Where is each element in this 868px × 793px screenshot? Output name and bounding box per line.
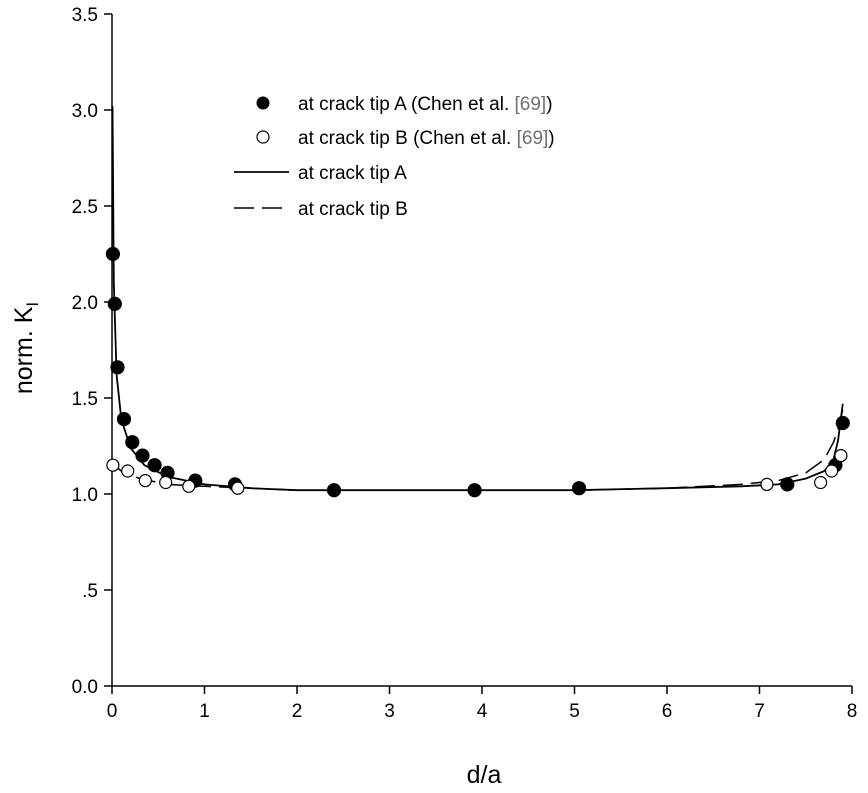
- data-point-tip-b: [231, 481, 245, 495]
- x-axis-ticks: 0 1 2 3 4 5 6 7 8: [107, 686, 858, 722]
- data-point-tip-a: [125, 435, 140, 450]
- series-line-tip-b: [111, 409, 844, 491]
- data-point-tip-a: [326, 483, 342, 498]
- data-point-tip-a: [135, 448, 150, 463]
- data-point-tip-b: [834, 449, 848, 463]
- data-point-tip-b: [182, 479, 196, 493]
- svg-text:at crack tip B (Chen et al. [6: at crack tip B (Chen et al. [69]): [298, 128, 555, 149]
- x-tick-label: 3: [384, 701, 395, 722]
- y-tick-label: 0.0: [72, 677, 98, 698]
- data-point-tip-a: [110, 360, 125, 375]
- legend-entry-tip-a-chen: at crack tip A (Chen et al. [69]): [256, 94, 553, 115]
- y-tick-label: 3.5: [72, 5, 98, 26]
- legend-entry-tip-b-line: at crack tip B: [234, 199, 408, 220]
- data-point-tip-a: [116, 412, 132, 427]
- data-point-tip-a: [147, 458, 162, 473]
- data-point-tip-b: [824, 464, 839, 478]
- data-point-tip-b: [760, 477, 774, 491]
- legend-open-circle-marker: [256, 130, 270, 144]
- x-tick-label: 5: [569, 701, 580, 722]
- x-tick-label: 8: [847, 701, 858, 722]
- y-tick-label: 3.0: [72, 101, 98, 122]
- legend-entry-ref: [69]: [515, 94, 547, 115]
- y-axis-ticks: 0.0 .5 1.0 1.5 2.0 2.5 3.0 3.5: [72, 5, 112, 698]
- y-tick-label: 1.5: [72, 389, 98, 410]
- y-axis-label: norm. KI: [10, 302, 42, 394]
- data-point-tip-a: [105, 246, 121, 262]
- data-point-tip-b: [138, 474, 152, 488]
- legend-entry-text: at crack tip A: [298, 163, 407, 184]
- legend-entry-text: at crack tip B (Chen et al.: [298, 128, 517, 149]
- data-point-tip-a: [835, 415, 850, 431]
- svg-text:norm. KI: norm. KI: [10, 302, 42, 394]
- data-point-tip-b: [106, 458, 120, 472]
- y-axis-label-subscript: I: [23, 302, 42, 307]
- y-tick-label: 1.0: [72, 485, 98, 506]
- series-lines: [111, 106, 844, 492]
- legend-entry-tip-b-chen: at crack tip B (Chen et al. [69]): [256, 128, 555, 149]
- legend-entry-tail: ): [548, 128, 554, 149]
- data-point-tip-a: [780, 477, 795, 492]
- legend-entry-ref: [69]: [517, 128, 549, 149]
- x-tick-label: 0: [107, 701, 118, 722]
- series-line-tip-a: [111, 106, 844, 492]
- x-tick-label: 4: [477, 701, 488, 722]
- data-point-tip-a: [107, 296, 122, 311]
- x-tick-label: 7: [754, 701, 765, 722]
- data-point-tip-b: [159, 475, 173, 490]
- legend-entry-tip-a-line: at crack tip A: [234, 163, 407, 184]
- y-tick-label: .5: [82, 581, 98, 602]
- x-axis-label: d/a: [467, 761, 502, 789]
- series-points: [105, 246, 850, 498]
- legend-entry-text: at crack tip B: [298, 199, 408, 220]
- legend: at crack tip A (Chen et al. [69]) at cra…: [234, 94, 555, 220]
- data-point-tip-a: [467, 483, 482, 498]
- data-point-tip-a: [571, 481, 587, 496]
- x-tick-label: 6: [662, 701, 673, 722]
- y-tick-label: 2.0: [72, 293, 98, 314]
- legend-filled-circle-marker: [256, 96, 270, 110]
- x-tick-label: 2: [292, 701, 303, 722]
- y-axis-label-main: norm. K: [10, 306, 38, 394]
- y-tick-label: 2.5: [72, 197, 98, 218]
- legend-entry-tail: ): [546, 94, 552, 115]
- data-point-tip-b: [813, 475, 828, 490]
- x-tick-label: 1: [199, 701, 210, 722]
- data-point-tip-b: [121, 464, 135, 478]
- legend-entry-text: at crack tip A (Chen et al.: [298, 94, 515, 115]
- svg-text:at crack tip A (Chen et al. [6: at crack tip A (Chen et al. [69]): [298, 94, 553, 115]
